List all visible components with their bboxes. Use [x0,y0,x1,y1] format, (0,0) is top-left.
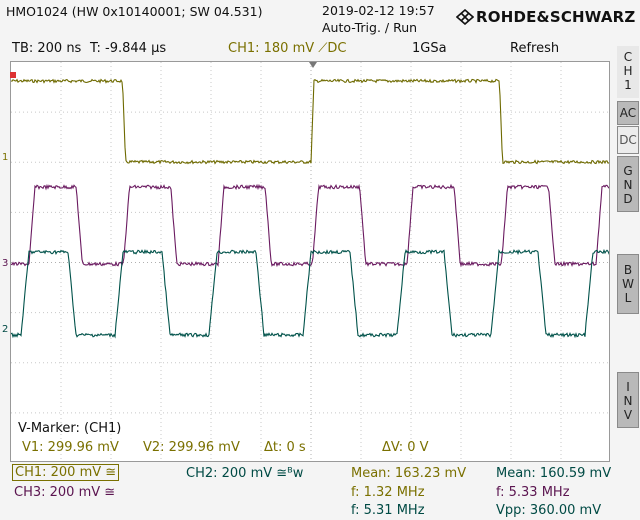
trigger-position-icon [309,62,317,68]
delta-t-readout: Δt: 0 s [264,440,306,455]
meas1-frequency: f: 1.32 MHz [351,485,425,500]
inv-letter-i: I [626,380,630,394]
meas2-vpp: Vpp: 360.00 mV [496,503,602,518]
gnd-letter-n: N [623,178,633,192]
rohde-schwarz-logo-icon [456,9,474,25]
brand: ROHDE&SCHWARZ [456,8,636,26]
gnd-letter-g: G [623,164,633,178]
meas2-frequency: f: 5.33 MHz [496,485,570,500]
sample-rate[interactable]: 1GSa [412,41,447,56]
ch1-trace [11,78,609,165]
ch1-scale-label: CH1: 200 mV ≅ [12,464,120,481]
gnd-button[interactable]: G N D [617,156,639,212]
trigger-time[interactable]: T: -9.844 µs [90,41,167,56]
bwl-button[interactable]: B W L [617,254,639,314]
ac-coupling-button[interactable]: AC [617,101,639,125]
delta-v-readout: ΔV: 0 V [382,440,429,455]
date-time: 2019-02-12 19:57 [322,3,435,18]
bwl-letter-w: W [622,277,634,291]
meas1-frequency-ch2: f: 5.31 MHz [351,503,425,518]
ch1-ground-marker[interactable]: 1 [2,152,9,163]
channel-letter-c: C [623,50,633,64]
timebase[interactable]: TB: 200 ns [12,41,82,56]
inv-button[interactable]: I N V [617,372,639,428]
ch3-trace [11,183,609,268]
waveform-display[interactable] [10,61,610,462]
ch3-scale[interactable]: CH3: 200 mV ≅ [14,485,116,500]
dc-coupling-button[interactable]: DC [617,126,639,154]
meas1-mean: Mean: 163.23 mV [351,466,467,481]
trigger-status: Auto-Trig. / Run [322,20,418,35]
meas2-mean: Mean: 160.59 mV [496,466,612,481]
trigger-level-icon [10,72,16,78]
ch2-trace [11,248,609,339]
waveform-traces [11,62,609,339]
bwl-letter-b: B [623,263,633,277]
inv-letter-v: V [623,408,633,422]
ch1-scale[interactable]: CH1: 200 mV ≅ [12,464,120,481]
channel-number: 1 [624,78,632,92]
status-bar: TB: 200 ns T: -9.844 µs CH1: 180 mV ⟋DC … [0,40,612,59]
ch2-scale[interactable]: CH2: 200 mV ≅ᴮw [186,466,304,481]
channel-indicator: C H 1 [617,46,639,98]
brand-name: ROHDE&SCHWARZ [476,8,636,26]
channel-letter-h: H [623,64,633,78]
v2-readout: V2: 299.96 mV [143,440,240,455]
gnd-letter-d: D [623,192,633,206]
datetime-block: 2019-02-12 19:57 Auto-Trig. / Run [322,2,435,36]
device-info: HMO1024 (HW 0x10140001; SW 04.531) [6,4,263,19]
inv-letter-n: N [623,394,633,408]
ch3-ground-marker[interactable]: 3 [2,258,9,269]
ch1-trigger-setting[interactable]: CH1: 180 mV ⟋DC [228,41,347,56]
v-marker-title: V-Marker: (CH1) [18,421,122,436]
bwl-letter-l: L [624,291,632,305]
v1-readout: V1: 299.96 mV [22,440,119,455]
ch2-ground-marker[interactable]: 2 [2,324,9,335]
acquire-mode[interactable]: Refresh [510,41,560,56]
